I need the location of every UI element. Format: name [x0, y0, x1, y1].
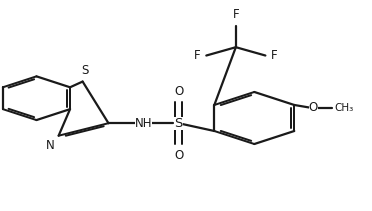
- Text: F: F: [194, 49, 201, 62]
- Text: F: F: [271, 49, 278, 62]
- Text: CH₃: CH₃: [335, 103, 354, 113]
- Text: O: O: [309, 101, 318, 114]
- Text: S: S: [174, 117, 183, 130]
- Text: O: O: [174, 85, 183, 98]
- Text: N: N: [46, 139, 55, 152]
- Text: F: F: [232, 8, 239, 21]
- Text: NH: NH: [135, 117, 152, 130]
- Text: S: S: [81, 64, 88, 77]
- Text: O: O: [174, 149, 183, 162]
